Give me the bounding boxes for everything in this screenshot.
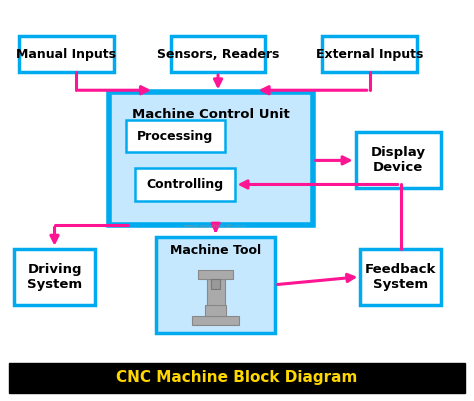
- FancyBboxPatch shape: [322, 36, 417, 72]
- Text: External Inputs: External Inputs: [316, 48, 423, 61]
- Text: Feedback
System: Feedback System: [365, 263, 436, 291]
- FancyBboxPatch shape: [19, 36, 114, 72]
- FancyBboxPatch shape: [109, 92, 313, 225]
- FancyBboxPatch shape: [171, 36, 265, 72]
- Text: Controlling: Controlling: [146, 178, 223, 191]
- FancyBboxPatch shape: [211, 279, 220, 289]
- FancyBboxPatch shape: [207, 279, 225, 305]
- FancyBboxPatch shape: [356, 132, 441, 188]
- Text: CNC Machine Block Diagram: CNC Machine Block Diagram: [116, 371, 358, 385]
- Text: Machine Control Unit: Machine Control Unit: [132, 108, 290, 121]
- Text: Driving
System: Driving System: [27, 263, 82, 291]
- FancyBboxPatch shape: [205, 305, 226, 316]
- FancyBboxPatch shape: [360, 249, 441, 305]
- FancyBboxPatch shape: [126, 120, 225, 152]
- FancyBboxPatch shape: [135, 168, 235, 200]
- Text: Display
Device: Display Device: [371, 146, 426, 174]
- Text: Sensors, Readers: Sensors, Readers: [157, 48, 279, 61]
- Text: Machine Tool: Machine Tool: [170, 244, 261, 257]
- FancyBboxPatch shape: [14, 249, 95, 305]
- FancyBboxPatch shape: [192, 316, 239, 325]
- FancyBboxPatch shape: [9, 363, 465, 393]
- Text: Manual Inputs: Manual Inputs: [17, 48, 116, 61]
- Text: www.mechstuff.com: www.mechstuff.com: [184, 224, 247, 229]
- Text: Processing: Processing: [137, 130, 213, 143]
- FancyBboxPatch shape: [198, 270, 233, 279]
- FancyBboxPatch shape: [156, 237, 275, 333]
